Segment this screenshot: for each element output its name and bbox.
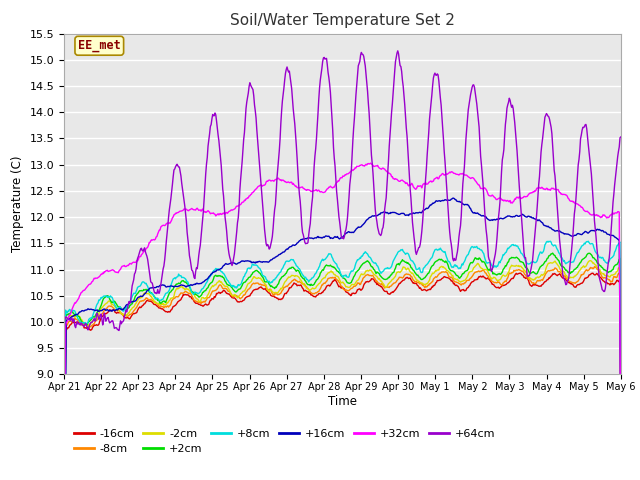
- X-axis label: Time: Time: [328, 395, 357, 408]
- Text: EE_met: EE_met: [78, 39, 121, 52]
- Title: Soil/Water Temperature Set 2: Soil/Water Temperature Set 2: [230, 13, 455, 28]
- Y-axis label: Temperature (C): Temperature (C): [11, 156, 24, 252]
- Legend: -16cm, -8cm, -2cm, +2cm, +8cm, +16cm, +32cm, +64cm: -16cm, -8cm, -2cm, +2cm, +8cm, +16cm, +3…: [70, 424, 500, 459]
